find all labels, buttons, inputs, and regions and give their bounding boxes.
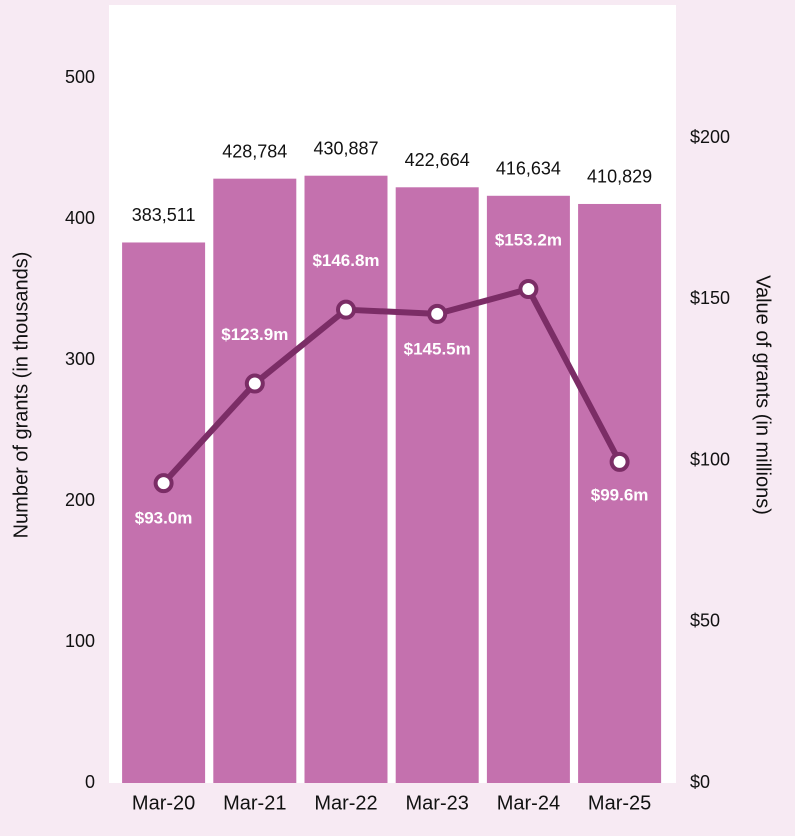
y2-tick-label: $50 [690, 611, 720, 631]
line-value-label: $93.0m [135, 509, 193, 528]
line-marker [336, 299, 356, 320]
bar [395, 187, 479, 783]
x-tick-label: Mar-23 [406, 792, 469, 814]
y2-tick-label: $100 [690, 449, 730, 469]
line-value-label: $99.6m [591, 485, 649, 504]
bar-value-label: 410,829 [587, 167, 652, 187]
y-tick-label: 400 [65, 208, 95, 228]
bar [122, 242, 206, 784]
y-tick-label: 100 [65, 631, 95, 651]
line-value-label: $153.2m [495, 231, 562, 250]
line [161, 286, 623, 486]
y2-tick-label: $0 [690, 772, 710, 792]
line-marker [427, 303, 448, 324]
bar-value-label: 430,887 [313, 138, 378, 158]
bar [578, 203, 662, 784]
bar-value-label: 383,511 [132, 205, 196, 225]
line-marker [609, 451, 630, 472]
line-marker [153, 473, 174, 494]
x-tick-label: Mar-21 [223, 792, 286, 814]
bar [304, 175, 388, 784]
bar-value-label: 428,784 [222, 141, 287, 161]
y2-axis-title: Value of grants (in millions) [752, 275, 774, 515]
x-tick-label: Mar-25 [588, 792, 651, 814]
x-tick-label: Mar-24 [497, 792, 560, 814]
y2-tick-label: $200 [690, 127, 730, 147]
line-marker [244, 373, 265, 394]
y-tick-label: 300 [65, 349, 95, 369]
y-tick-label: 0 [85, 772, 95, 792]
y-axis-title: Number of grants (in thousands) [10, 252, 32, 539]
line-value-label: $123.9m [221, 325, 288, 344]
line-value-label: $146.8m [312, 251, 379, 270]
line-marker [518, 279, 539, 300]
bar-value-label: 422,664 [405, 150, 470, 170]
y2-tick-label: $150 [690, 288, 730, 308]
x-tick-label: Mar-20 [132, 792, 195, 814]
bar-value-label: 416,634 [496, 159, 561, 179]
x-tick-label: Mar-22 [314, 792, 377, 814]
y-tick-label: 500 [65, 67, 95, 87]
bar [213, 178, 297, 783]
line-value-label: $145.5m [404, 339, 471, 358]
y-tick-label: 200 [65, 490, 95, 510]
